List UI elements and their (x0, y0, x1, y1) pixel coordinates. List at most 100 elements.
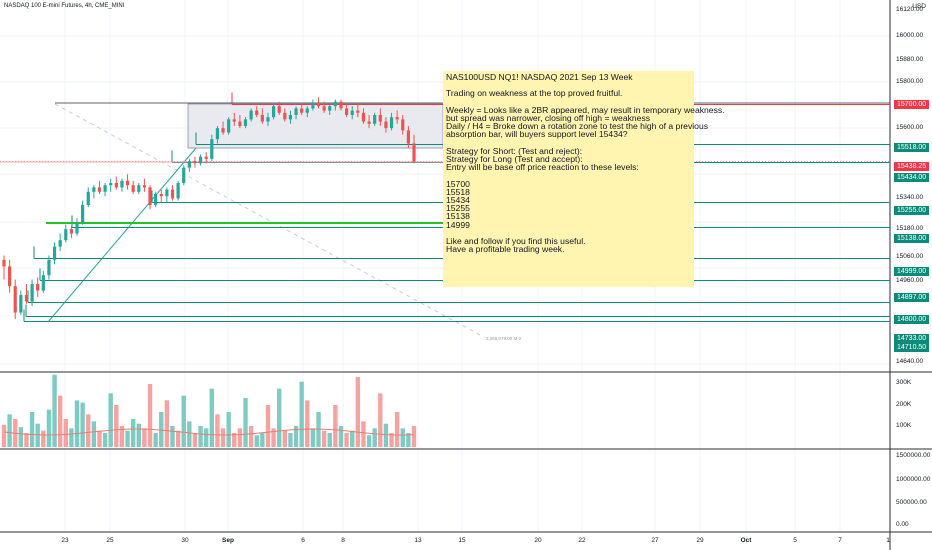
candle-body (24, 294, 29, 302)
note-line: Have a profitable trading week. (446, 244, 565, 255)
volume-bar (69, 428, 74, 447)
note-line: 15138 (446, 211, 470, 222)
volume-bar (226, 412, 231, 447)
indicator-axis-label: 500000.00 (896, 499, 927, 506)
candle-body (350, 110, 354, 115)
price-axis-label: 15800.00 (896, 78, 924, 85)
candle-body (378, 114, 382, 122)
candle-body (159, 193, 163, 197)
note-line: 14999 (446, 219, 470, 230)
price-level-tag: 15438.25 (894, 161, 930, 171)
candle-body (36, 283, 40, 291)
candle-body (97, 187, 102, 192)
candle-body (277, 106, 281, 113)
volume-bar (232, 433, 237, 447)
volume-bar (372, 428, 377, 447)
candle-body (8, 266, 12, 287)
volume-bar (142, 428, 147, 447)
price-level-tag: 14710.50 (894, 342, 930, 352)
volume-bar (153, 433, 158, 447)
volume-bar (198, 426, 203, 447)
volume-bar (7, 414, 12, 447)
time-axis-label: 1 (886, 537, 890, 544)
volume-bar (389, 433, 394, 447)
time-axis-label: 5 (793, 537, 797, 544)
time-axis-label: 23 (61, 537, 69, 544)
candle-body (238, 121, 242, 126)
candle-body (412, 143, 416, 162)
time-axis-label: 29 (696, 537, 704, 544)
volume-axis-label: 200K (896, 401, 912, 408)
time-axis-label: 20 (534, 537, 542, 544)
volume-bar (254, 435, 259, 447)
price-level-tag: 14999.00 (894, 266, 930, 276)
text-note[interactable]: NAS100USD NQ1! NASDAQ 2021 Sep 13 Week Tr… (443, 71, 725, 287)
volume-ma-line (3, 428, 415, 436)
volume-bar (125, 430, 130, 447)
volume-bar (355, 377, 361, 447)
volume-bar (243, 398, 248, 447)
volume-bar (41, 430, 46, 447)
candle-body (322, 106, 326, 111)
candle-body (215, 128, 220, 140)
volume-bar (102, 433, 108, 447)
candle-body (170, 189, 175, 199)
candle-body (142, 185, 147, 188)
volume-bar (282, 430, 288, 447)
candle-body (30, 283, 34, 302)
volume-bar (394, 412, 400, 447)
time-axis-label: Sep (222, 537, 234, 544)
volume-bar (119, 426, 125, 447)
volume-bar (86, 414, 91, 447)
volume-bar (299, 381, 304, 447)
candle-body (345, 108, 349, 115)
candle-body (283, 112, 287, 120)
time-axis-label: Oct (740, 537, 752, 544)
trendline (47, 147, 197, 323)
candle-body (137, 185, 141, 192)
note-line: 15434 (446, 194, 470, 205)
volume-bar (80, 402, 85, 447)
volume-axis-label: 300K (896, 379, 912, 386)
volume-bar (74, 400, 80, 447)
time-axis-label: 13 (414, 537, 422, 544)
candle-body (249, 110, 253, 120)
volume-bar (220, 428, 226, 447)
volume-bar (293, 426, 299, 447)
volume-bar (361, 421, 366, 447)
volume-bar (63, 419, 68, 447)
volume-bar (366, 435, 372, 447)
candle-body (339, 101, 343, 109)
candle-body (198, 156, 203, 164)
currency-label[interactable]: USD (912, 3, 926, 10)
indicator-axis-label: 0.00 (896, 521, 909, 528)
candle-body (165, 189, 169, 197)
volume-bar (187, 421, 192, 447)
time-axis-label: 7 (838, 537, 842, 544)
candle-body (13, 286, 17, 313)
time-axis-label: 6 (301, 537, 305, 544)
price-axis-label: 15880.00 (896, 56, 924, 63)
candle-body (260, 114, 264, 122)
volume-bar (18, 427, 24, 447)
candle-body (2, 259, 6, 267)
candle-body (47, 259, 51, 276)
price-level-tag: 15434.00 (894, 172, 930, 182)
volume-bar (333, 405, 338, 447)
volume-bar (209, 388, 215, 447)
volume-axis-label: 100K (896, 422, 912, 429)
volume-bar (175, 430, 181, 447)
candle-body (271, 106, 276, 118)
time-axis-label: 8 (341, 537, 345, 544)
candle-body (361, 112, 366, 122)
note-line: 15255 (446, 203, 470, 214)
price-level-tag: 15255.00 (894, 205, 930, 215)
price-axis-label: 15340.00 (896, 194, 924, 201)
candle-body (356, 110, 360, 113)
volume-bar (411, 426, 417, 447)
measure-label: 3,069,079.00 M-2 (486, 336, 522, 341)
candle-body (406, 130, 410, 144)
candle-body (154, 193, 158, 205)
volume-bar (159, 412, 164, 447)
